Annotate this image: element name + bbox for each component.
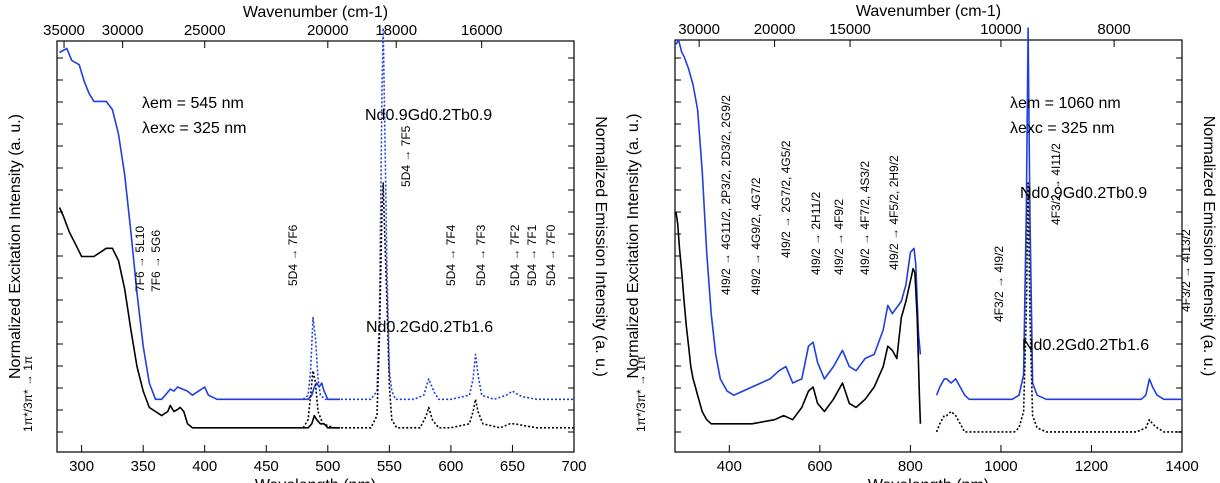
x2-tick-label: 30000: [678, 21, 720, 38]
x-tick-label: 400: [717, 458, 742, 475]
plot-frame: [56, 40, 575, 453]
x-axis-title: Wavelength (nm): [868, 477, 989, 483]
transition-annotation: 4I9/2 → 4F5/2, 2H9/2: [887, 155, 901, 270]
x-tick-label: 1000: [984, 458, 1017, 475]
condition-text: λexc = 325 nm: [142, 120, 247, 137]
x2-tick-label: 16000: [461, 22, 503, 39]
condition-text: λexc = 325 nm: [1010, 120, 1115, 137]
series-line-emission-3: [935, 182, 1182, 433]
x-tick-label: 400: [192, 458, 217, 475]
transition-annotation: 7F6 → 5L10: [133, 226, 147, 292]
x-tick-label: 600: [807, 458, 832, 475]
transition-annotation: 5D4 → 7F4: [444, 224, 458, 286]
transition-annotation: 4I9/2 → 4F9/2: [832, 199, 846, 275]
series-line-emission-1: [935, 27, 1182, 401]
x-tick-label: 800: [898, 458, 923, 475]
transition-annotation: 4F3/2 → 4I9/2: [992, 246, 1006, 322]
transition-annotation: 1π*/3π* → 1π: [634, 356, 648, 432]
x-tick-label: 550: [377, 458, 402, 475]
x2-tick-label: 30000: [102, 22, 144, 39]
transition-annotation: 7F6 → 5G6: [149, 230, 163, 292]
y2-axis-title: Normalized Emission Intensity (a. u.): [592, 116, 609, 377]
x2-tick-label: 25000: [184, 22, 226, 39]
series-line-excitation-0: [675, 39, 922, 396]
transition-annotation: 4I9/2 → 4G9/2, 4G7/2: [749, 177, 763, 295]
x-tick-label: 450: [254, 458, 279, 475]
x2-tick-label: 20000: [754, 21, 796, 38]
plot-frame: [674, 39, 1183, 453]
x2-tick-label: 35000: [43, 22, 85, 39]
y-axis-title: Normalized Excitation Intensity (a. u.): [7, 114, 24, 379]
transition-annotation: 4F3/2 → 4I13/2: [1179, 229, 1193, 312]
transition-annotation: 4I9/2 → 2H11/2: [809, 192, 823, 275]
transition-annotation: 4I9/2 → 4F7/2, 4S3/2: [858, 161, 872, 275]
sample-label: Nd0.9Gd0.2Tb0.9: [1020, 185, 1147, 202]
condition-text: λem = 1060 nm: [1010, 95, 1121, 112]
sample-label: Nd0.2Gd0.2Tb1.6: [366, 319, 493, 336]
series-line-excitation-2: [675, 211, 922, 425]
series-line-emission-3: [302, 182, 574, 429]
x2-tick-label: 20000: [307, 22, 349, 39]
transition-annotation: 4I9/2 → 4G11/2, 2P3/2, 2D3/2, 2G9/2: [719, 95, 733, 295]
x2-tick-label: 15000: [829, 21, 871, 38]
y2-axis-title: Normalized Emission Intensity (a. u.): [1200, 116, 1217, 377]
y-axis-title: Normalized Excitation Intensity (a. u.): [625, 114, 642, 379]
x-tick-label: 500: [315, 458, 340, 475]
x2-tick-label: 8000: [1097, 21, 1130, 38]
panel-right: 400 600 800 1000 1200 1400 30000 20000 15000 1000…: [625, 3, 1217, 483]
x-tick-label: 1400: [1165, 458, 1198, 475]
series-line-excitation-2: [58, 207, 341, 429]
x-tick-label: 350: [131, 458, 156, 475]
condition-text: λem = 545 nm: [142, 95, 244, 112]
x2-tick-label: 10000: [980, 21, 1022, 38]
panel-left: 300 350 400 450 500 550 600 650 700 35000 30000 250…: [7, 4, 609, 483]
x-tick-label: 600: [438, 458, 463, 475]
sample-label: Nd0.9Gd0.2Tb0.9: [365, 107, 492, 124]
transition-annotation: 5D4 → 7F3: [474, 224, 488, 286]
x-tick-label: 1200: [1075, 458, 1108, 475]
x2-axis-title: Wavenumber (cm-1): [856, 3, 1001, 20]
sample-label: Nd0.2Gd0.2Tb1.6: [1022, 337, 1149, 354]
transition-annotation: 5D4 → 7F5: [399, 125, 413, 187]
transition-annotation: 1π*/3π* → 1π: [21, 356, 35, 432]
transition-annotation: 5D4 → 7F2: [508, 224, 522, 286]
x-tick-label: 300: [69, 458, 94, 475]
x-tick-label: 700: [561, 458, 586, 475]
x-tick-label: 650: [500, 458, 525, 475]
transition-annotation: 5D4 → 7F0: [544, 224, 558, 286]
transition-annotation: 5D4 → 7F6: [286, 224, 300, 286]
x-axis-title: Wavelength (nm): [255, 477, 376, 483]
series-line-emission-1: [302, 27, 574, 401]
transition-annotation: 4F3/2 → 4I11/2: [1049, 143, 1063, 225]
transition-annotation: 4I9/2 → 2G7/2, 4G5/2: [779, 140, 793, 258]
x2-tick-label: 18000: [375, 22, 417, 39]
x2-axis-title: Wavenumber (cm-1): [243, 4, 388, 21]
transition-annotation: 5D4 → 7F1: [525, 224, 539, 286]
